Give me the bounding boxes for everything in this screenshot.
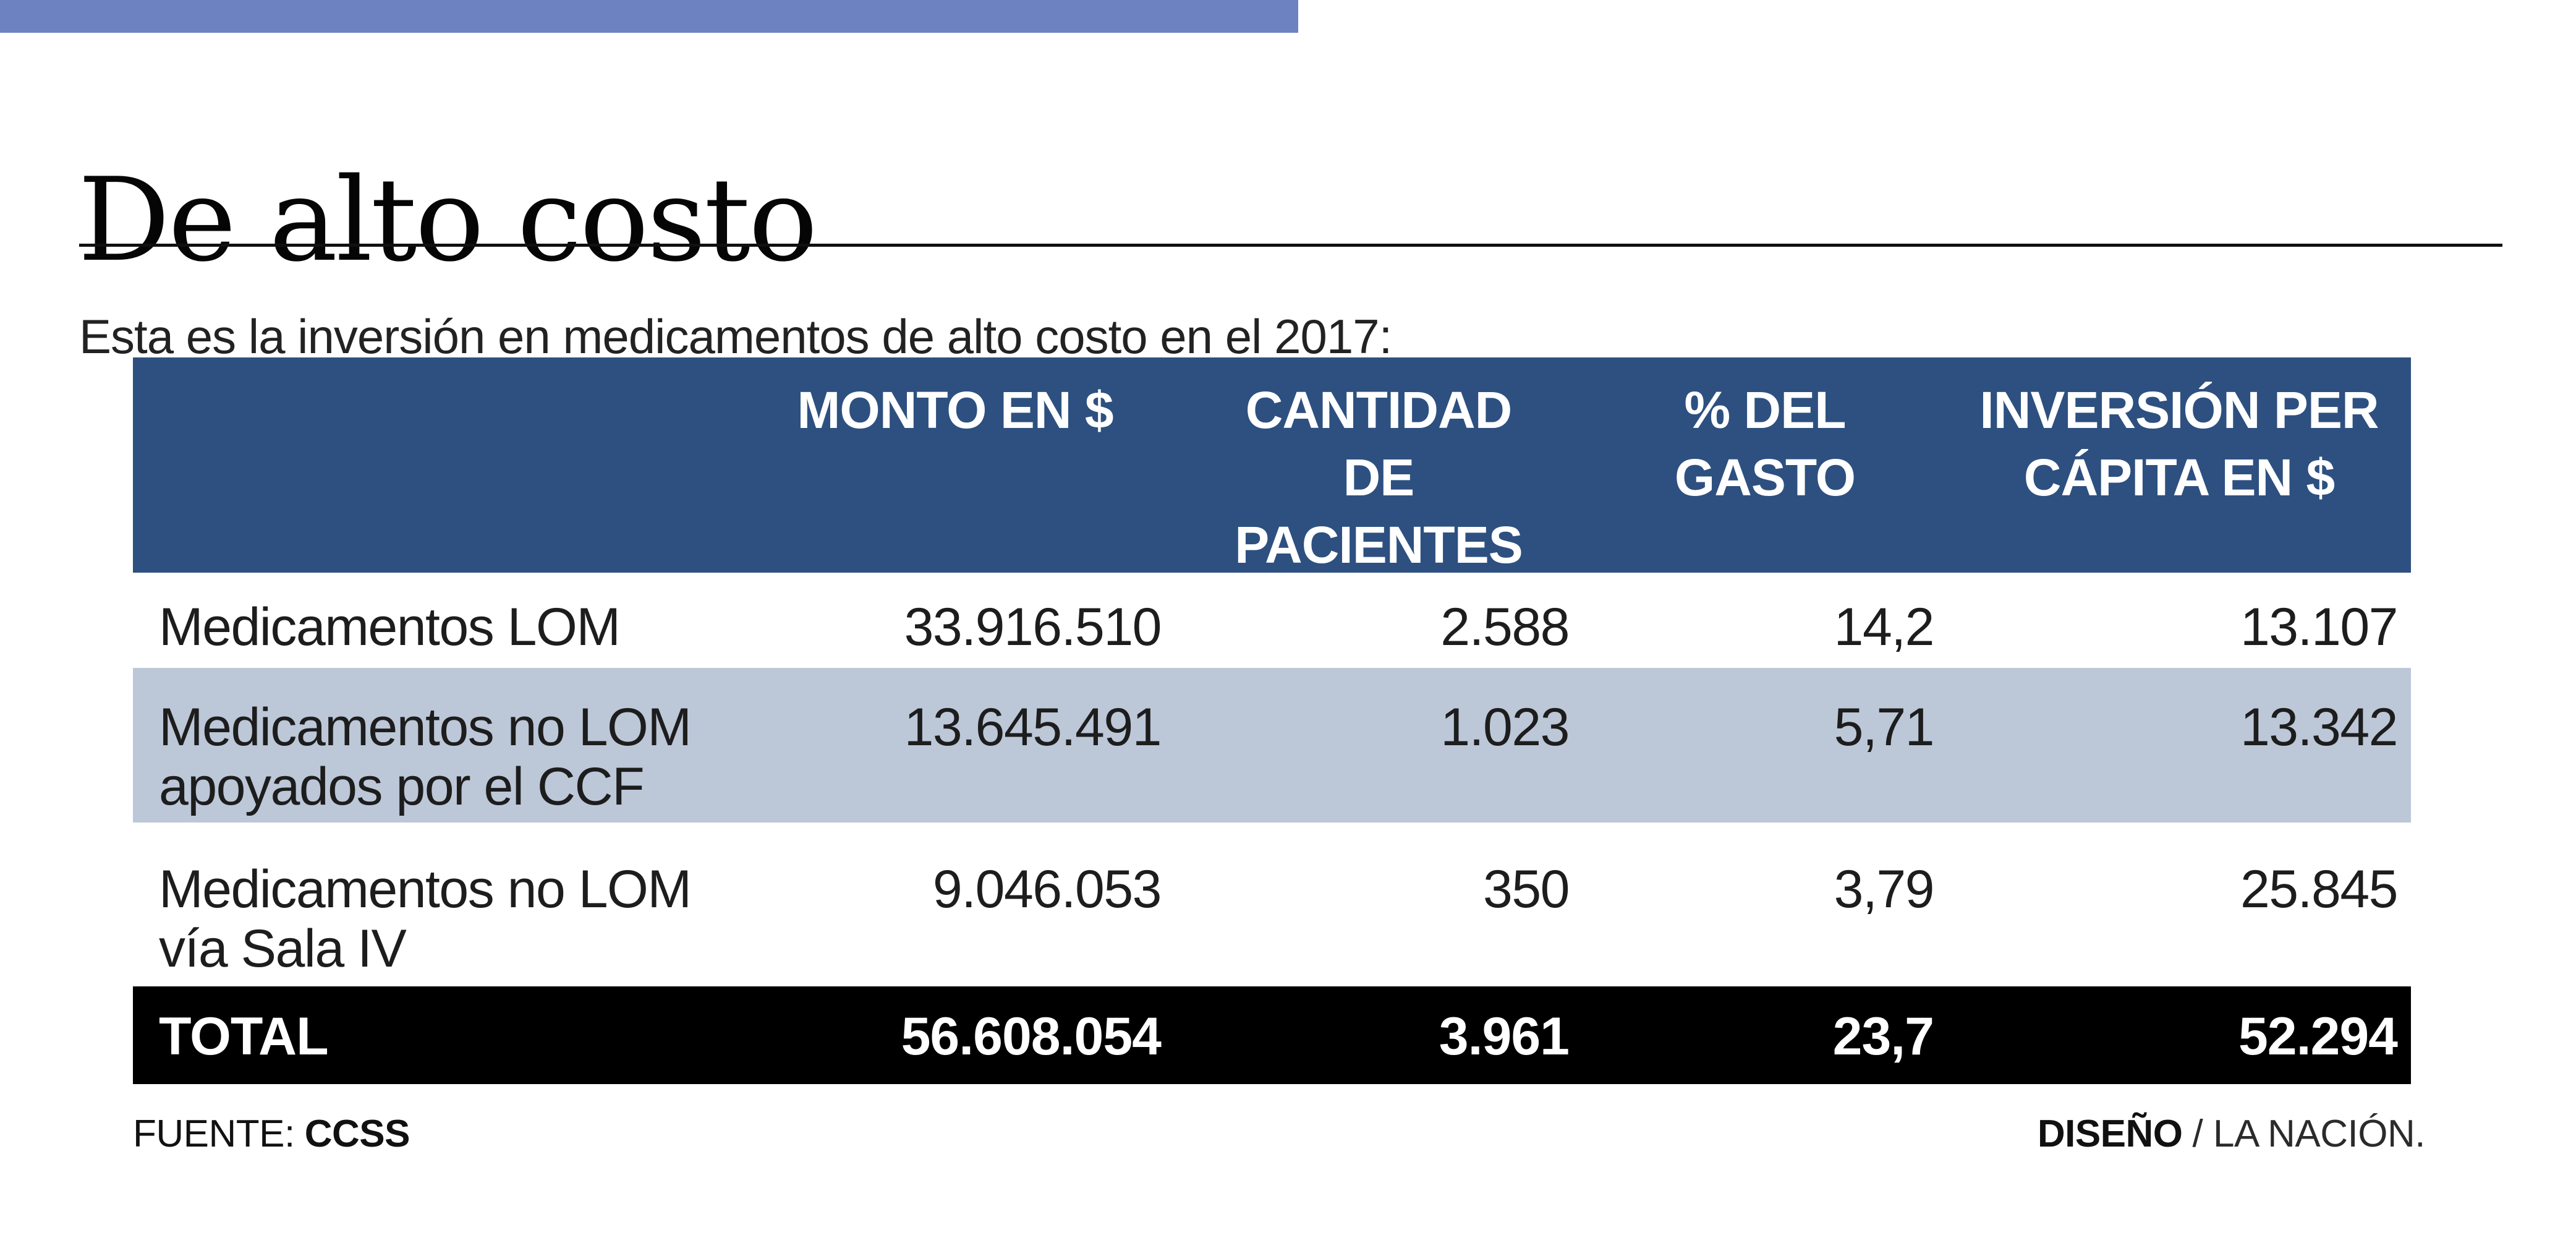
total-monto: 56.608.054 <box>901 1007 1162 1066</box>
total-gasto: 23,7 <box>1832 1007 1934 1066</box>
subtitle: Esta es la inversión en medicamentos de … <box>79 309 1392 364</box>
cell-gasto: 5,71 <box>1834 698 1935 757</box>
design-value: / LA NACIÓN. <box>2192 1113 2426 1155</box>
header-cell-monto: MONTO EN $ <box>736 377 1175 579</box>
cell-per-capita: 25.845 <box>2240 860 2399 919</box>
cell-per-capita: 13.107 <box>2240 597 2399 657</box>
table-header-row: MONTO EN $ CANTIDAD DE PACIENTES % DEL G… <box>133 357 2411 574</box>
header-cell-cantidad: CANTIDAD DE PACIENTES <box>1175 377 1583 579</box>
header-cell-gasto: % DEL GASTO <box>1583 377 1947 579</box>
total-label: TOTAL <box>159 1007 329 1066</box>
cell-per-capita: 13.342 <box>2240 698 2399 757</box>
accent-top-bar <box>0 0 1298 33</box>
cell-monto: 9.046.053 <box>932 860 1162 919</box>
table-row-shaded: Medicamentos no LOM apoyados por el CCF … <box>133 668 2411 823</box>
total-pacientes: 3.961 <box>1439 1007 1570 1066</box>
header-label-cantidad: CANTIDAD DE PACIENTES <box>1235 381 1523 575</box>
header-label-monto: MONTO EN $ <box>797 381 1113 439</box>
header-cell-empty <box>133 377 736 579</box>
data-table: MONTO EN $ CANTIDAD DE PACIENTES % DEL G… <box>133 357 2411 1084</box>
row-label: Medicamentos no LOM vía Sala IV <box>159 860 692 979</box>
cell-pacientes: 350 <box>1483 860 1570 919</box>
row-label: Medicamentos LOM <box>159 597 621 657</box>
header-cell-inversion: INVERSIÓN PER CÁPITA EN $ <box>1947 377 2411 579</box>
table-total-row: TOTAL 56.608.054 3.961 23,7 52.294 <box>133 986 2411 1084</box>
cell-gasto: 3,79 <box>1834 860 1935 919</box>
footer: FUENTE: CCSS DISEÑO / LA NACIÓN. <box>133 1112 2426 1156</box>
cell-pacientes: 2.588 <box>1440 597 1570 657</box>
table-row: Medicamentos LOM 33.916.510 2.588 14,2 1… <box>133 573 2411 668</box>
design-label: DISEÑO <box>2037 1113 2183 1155</box>
page-title: De alto costo <box>78 152 818 287</box>
source-label: FUENTE: <box>133 1113 295 1155</box>
source-value: CCSS <box>304 1113 410 1155</box>
cell-gasto: 14,2 <box>1834 597 1935 657</box>
total-per-capita: 52.294 <box>2238 1007 2398 1066</box>
footer-credit: DISEÑO / LA NACIÓN. <box>2037 1112 2426 1156</box>
header-label-gasto: % DEL GASTO <box>1674 381 1856 507</box>
cell-monto: 13.645.491 <box>904 698 1162 757</box>
row-label: Medicamentos no LOM apoyados por el CCF <box>159 698 692 817</box>
title-divider-rule <box>79 244 2502 247</box>
footer-source: FUENTE: CCSS <box>133 1112 410 1156</box>
cell-monto: 33.916.510 <box>904 597 1162 657</box>
table-row: Medicamentos no LOM vía Sala IV 9.046.05… <box>133 823 2411 986</box>
header-label-inversion: INVERSIÓN PER CÁPITA EN $ <box>1979 381 2379 507</box>
cell-pacientes: 1.023 <box>1440 698 1570 757</box>
